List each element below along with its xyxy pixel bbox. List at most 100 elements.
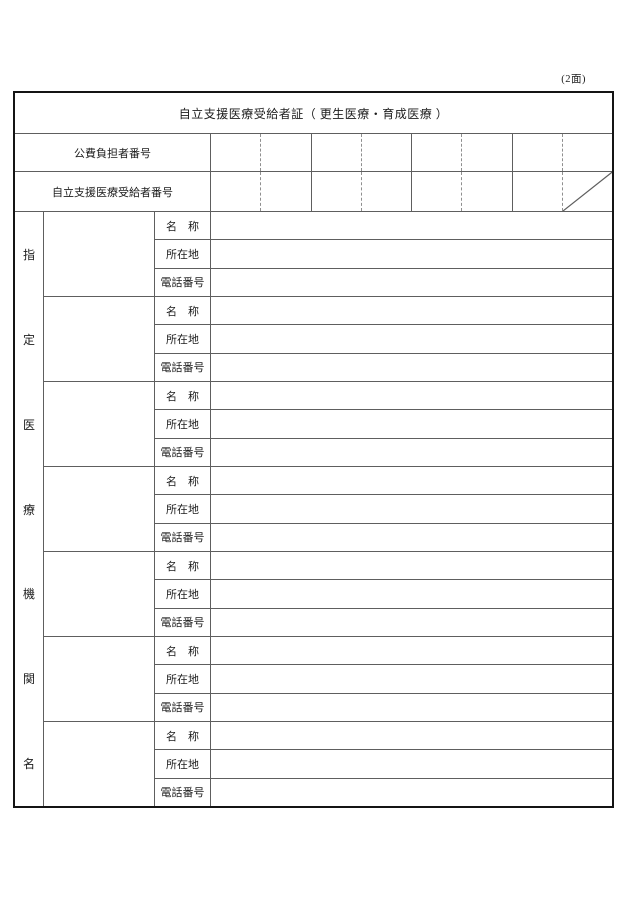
address-row: 所在地 xyxy=(155,750,612,779)
vertical-label-char: 指 xyxy=(22,247,35,262)
phone-row: 電話番号 xyxy=(155,608,612,636)
name-label: 名 称 xyxy=(155,637,211,665)
phone-label: 電話番号 xyxy=(155,608,211,636)
address-value xyxy=(211,580,612,607)
vertical-label-char: 療 xyxy=(22,502,35,517)
address-label: 所在地 xyxy=(155,410,211,438)
recipient-digit-cell xyxy=(511,172,562,211)
payer-digit-cell xyxy=(511,134,562,171)
phone-value xyxy=(211,269,612,296)
vertical-label-char: 関 xyxy=(22,672,35,687)
institution-group-fields: 名 称 所在地 電話番号 xyxy=(155,722,612,806)
name-label: 名 称 xyxy=(155,382,211,410)
institution-group-fields: 名 称 所在地 電話番号 xyxy=(155,552,612,636)
vertical-label-char: 定 xyxy=(22,332,35,347)
certificate-table: 自立支援医療受給者証（ 更生医療・育成医療 ） 公費負担者番号 自立支援医療受給… xyxy=(13,91,614,808)
name-row: 名 称 xyxy=(155,722,612,751)
address-row: 所在地 xyxy=(155,410,612,439)
payer-digit-cell xyxy=(211,134,260,171)
institution-group: 名 称 所在地 電話番号 xyxy=(44,637,612,722)
payer-digit-cell xyxy=(561,134,612,171)
institution-group-fields: 名 称 所在地 電話番号 xyxy=(155,637,612,721)
recipient-number-label: 自立支援医療受給者番号 xyxy=(15,172,211,211)
institution-group-fields: 名 称 所在地 電話番号 xyxy=(155,382,612,466)
address-row: 所在地 xyxy=(155,240,612,269)
payer-number-label: 公費負担者番号 xyxy=(15,134,211,171)
name-row: 名 称 xyxy=(155,297,612,326)
phone-row: 電話番号 xyxy=(155,778,612,806)
name-row: 名 称 xyxy=(155,637,612,666)
name-label: 名 称 xyxy=(155,297,211,325)
address-label: 所在地 xyxy=(155,665,211,693)
name-row: 名 称 xyxy=(155,467,612,496)
name-label: 名 称 xyxy=(155,552,211,580)
vertical-label-char: 医 xyxy=(22,417,35,432)
diagonal-slash xyxy=(563,172,612,211)
address-value xyxy=(211,325,612,352)
address-row: 所在地 xyxy=(155,580,612,609)
address-label: 所在地 xyxy=(155,325,211,353)
name-value xyxy=(211,297,612,324)
name-label: 名 称 xyxy=(155,722,211,750)
phone-value xyxy=(211,354,612,381)
phone-value xyxy=(211,439,612,466)
recipient-digit-cell xyxy=(360,172,411,211)
phone-row: 電話番号 xyxy=(155,353,612,381)
institution-group-blank-cell xyxy=(44,297,155,381)
vertical-label-char: 名 xyxy=(22,757,35,772)
institution-group-blank-cell xyxy=(44,212,155,296)
phone-value xyxy=(211,524,612,551)
institution-group: 名 称 所在地 電話番号 xyxy=(44,552,612,637)
address-row: 所在地 xyxy=(155,325,612,354)
phone-label: 電話番号 xyxy=(155,353,211,381)
name-value xyxy=(211,637,612,664)
payer-digit-cell xyxy=(461,134,511,171)
address-value xyxy=(211,240,612,267)
name-row: 名 称 xyxy=(155,212,612,241)
institution-group: 名 称 所在地 電話番号 xyxy=(44,212,612,297)
recipient-digit-cell xyxy=(461,172,511,211)
recipient-digit-cell-crossed xyxy=(561,172,612,211)
phone-value xyxy=(211,779,612,806)
institution-group-blank-cell xyxy=(44,552,155,636)
institution-group-blank-cell xyxy=(44,637,155,721)
name-value xyxy=(211,212,612,239)
vertical-label-char: 機 xyxy=(22,587,35,602)
institution-group-blank-cell xyxy=(44,382,155,466)
address-row: 所在地 xyxy=(155,665,612,694)
institution-group: 名 称 所在地 電話番号 xyxy=(44,297,612,382)
phone-row: 電話番号 xyxy=(155,693,612,721)
phone-value xyxy=(211,694,612,721)
phone-row: 電話番号 xyxy=(155,438,612,466)
address-label: 所在地 xyxy=(155,580,211,608)
address-label: 所在地 xyxy=(155,495,211,523)
payer-number-grid xyxy=(211,134,612,171)
recipient-number-row: 自立支援医療受給者番号 xyxy=(15,172,612,212)
phone-label: 電話番号 xyxy=(155,778,211,806)
payer-digit-cell xyxy=(411,134,461,171)
name-value xyxy=(211,552,612,579)
address-value xyxy=(211,495,612,522)
recipient-digit-cell xyxy=(211,172,260,211)
institution-group: 名 称 所在地 電話番号 xyxy=(44,467,612,552)
institution-group: 名 称 所在地 電話番号 xyxy=(44,382,612,467)
address-value xyxy=(211,665,612,692)
institution-group-blank-cell xyxy=(44,722,155,806)
name-row: 名 称 xyxy=(155,552,612,581)
address-value xyxy=(211,750,612,777)
phone-label: 電話番号 xyxy=(155,523,211,551)
payer-digit-cell xyxy=(260,134,310,171)
institution-vertical-label: 指 定 医 療 機 関 名 xyxy=(15,212,44,806)
name-value xyxy=(211,722,612,749)
address-label: 所在地 xyxy=(155,750,211,778)
name-value xyxy=(211,467,612,494)
phone-label: 電話番号 xyxy=(155,268,211,296)
phone-row: 電話番号 xyxy=(155,268,612,296)
page-number-label: (2面) xyxy=(561,74,586,85)
name-label: 名 称 xyxy=(155,467,211,495)
institution-groups: 名 称 所在地 電話番号 xyxy=(44,212,612,806)
institution-group: 名 称 所在地 電話番号 xyxy=(44,722,612,806)
phone-label: 電話番号 xyxy=(155,693,211,721)
address-value xyxy=(211,410,612,437)
